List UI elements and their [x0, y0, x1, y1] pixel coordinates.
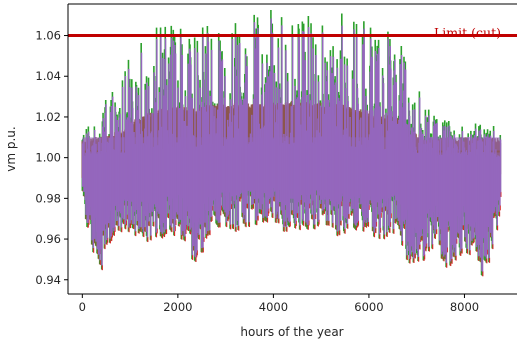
series-purple [81, 18, 502, 272]
y-tick-label: 0.98 [35, 191, 61, 205]
x-tick-label: 2000 [163, 300, 192, 314]
y-axis-label: vm p.u. [4, 126, 18, 171]
y-tick-label: 0.96 [35, 232, 61, 246]
axes-layer [67, 3, 517, 295]
x-tick-label: 0 [79, 300, 86, 314]
y-tick-label: 0.94 [35, 273, 61, 287]
y-tick-label: 1.02 [35, 110, 61, 124]
ticks-layer: 0 2000 4000 6000 8000 0.94 0.96 0.98 1.00 1.02 1.0… [35, 29, 479, 314]
x-tick-label: 4000 [259, 300, 288, 314]
data-layer [81, 10, 502, 277]
limit-annotation: Limit (cut) [434, 25, 501, 40]
x-tick-label: 6000 [354, 300, 383, 314]
y-tick-label: 1.04 [35, 69, 61, 83]
y-tick-label: 1.06 [35, 29, 61, 43]
y-tick-label: 1.00 [35, 151, 61, 165]
x-axis-label: hours of the year [240, 325, 343, 339]
x-tick-label: 8000 [450, 300, 479, 314]
